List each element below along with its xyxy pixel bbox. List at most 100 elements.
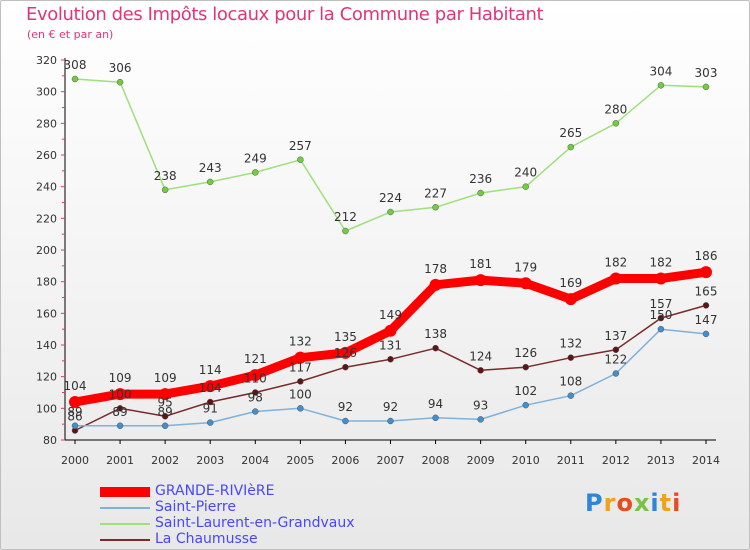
data-label: 131	[379, 338, 402, 352]
data-point	[432, 414, 439, 422]
x-tick-label: 2008	[422, 454, 450, 467]
data-point	[206, 178, 214, 186]
data-label: 91	[203, 402, 218, 416]
data-label: 104	[64, 379, 87, 393]
data-label: 157	[649, 297, 672, 311]
data-label: 135	[334, 330, 357, 344]
logo-letter: P	[585, 489, 604, 517]
data-point	[116, 78, 124, 86]
data-point	[204, 380, 217, 393]
y-tick-label: 120	[36, 371, 57, 384]
y-tick-label: 80	[43, 434, 57, 447]
data-point	[477, 189, 484, 197]
legend-swatch	[100, 523, 150, 525]
data-label: 89	[112, 405, 127, 419]
data-label: 86	[67, 410, 82, 424]
data-point	[387, 208, 394, 216]
data-point	[71, 422, 79, 429]
data-label: 265	[559, 126, 582, 140]
legend-swatch	[100, 487, 150, 497]
data-point	[477, 416, 484, 423]
legend-label: GRANDE-RIVIèRE	[155, 483, 275, 499]
data-label: 138	[424, 327, 447, 341]
data-point	[159, 388, 172, 401]
data-point	[657, 314, 665, 322]
data-point	[206, 398, 214, 406]
data-point	[384, 324, 397, 337]
data-point	[69, 396, 81, 408]
legend-label: La Chaumusse	[155, 531, 258, 547]
data-label: 126	[334, 346, 357, 360]
chart-title: Evolution des Impôts locaux pour la Comm…	[26, 4, 544, 25]
data-label: 98	[248, 391, 263, 405]
x-tick-label: 2009	[467, 454, 495, 467]
data-point	[657, 325, 665, 333]
data-point	[429, 278, 442, 291]
data-label: 147	[695, 313, 718, 327]
data-point	[567, 354, 575, 361]
logo-letter: o	[616, 489, 634, 517]
data-label: 126	[514, 346, 537, 360]
data-label: 100	[109, 387, 132, 401]
data-point	[522, 183, 529, 190]
data-point	[116, 405, 124, 412]
data-label: 137	[604, 329, 627, 343]
data-point	[71, 75, 79, 83]
x-tick-label: 2000	[61, 454, 89, 467]
proxiti-logo: Proxiti	[585, 489, 681, 517]
legend-swatch	[100, 507, 150, 509]
data-label: 306	[109, 61, 132, 75]
y-tick-label: 260	[36, 149, 57, 162]
data-point	[522, 401, 529, 409]
data-point	[567, 392, 575, 399]
data-label: 169	[559, 276, 582, 290]
data-point	[294, 351, 307, 364]
data-point	[612, 370, 620, 377]
data-label: 243	[199, 161, 222, 175]
data-label: 249	[244, 151, 267, 165]
data-label: 108	[559, 375, 582, 389]
data-label: 179	[514, 260, 537, 274]
data-point	[564, 293, 577, 306]
y-tick-label: 320	[36, 54, 57, 67]
data-point	[342, 227, 349, 235]
data-point	[252, 169, 259, 176]
x-tick-label: 2006	[331, 454, 359, 467]
data-label: 224	[379, 191, 402, 205]
x-tick-label: 2007	[377, 454, 405, 467]
data-label: 114	[199, 363, 222, 377]
data-point	[387, 417, 394, 425]
data-point	[567, 143, 575, 151]
data-point	[206, 419, 214, 426]
data-point	[612, 120, 620, 127]
data-point	[700, 266, 712, 279]
legend-label: Saint-Pierre	[155, 499, 236, 515]
data-point	[339, 346, 352, 359]
y-tick-label: 220	[36, 212, 57, 225]
data-label: 186	[695, 249, 718, 263]
data-label: 304	[649, 64, 672, 78]
x-tick-label: 2001	[106, 454, 134, 467]
data-label: 236	[469, 172, 492, 186]
data-label: 240	[514, 166, 537, 180]
data-label: 149	[379, 308, 402, 322]
data-point	[657, 82, 665, 89]
data-point	[702, 83, 710, 91]
data-point	[252, 408, 259, 415]
data-label: 104	[199, 381, 222, 395]
data-label: 150	[649, 308, 672, 322]
data-label: 117	[289, 360, 312, 374]
data-label: 110	[244, 372, 267, 386]
data-label: 238	[154, 169, 177, 183]
x-tick-label: 2012	[602, 454, 630, 467]
y-tick-label: 300	[36, 86, 57, 99]
x-tick-label: 2002	[151, 454, 179, 467]
y-tick-label: 240	[36, 181, 57, 194]
data-point	[297, 378, 304, 385]
data-label: 165	[695, 284, 718, 298]
data-point	[249, 369, 262, 382]
x-tick-label: 2014	[692, 454, 720, 467]
data-point	[474, 274, 487, 287]
data-label: 181	[469, 257, 492, 271]
data-point	[342, 417, 349, 425]
